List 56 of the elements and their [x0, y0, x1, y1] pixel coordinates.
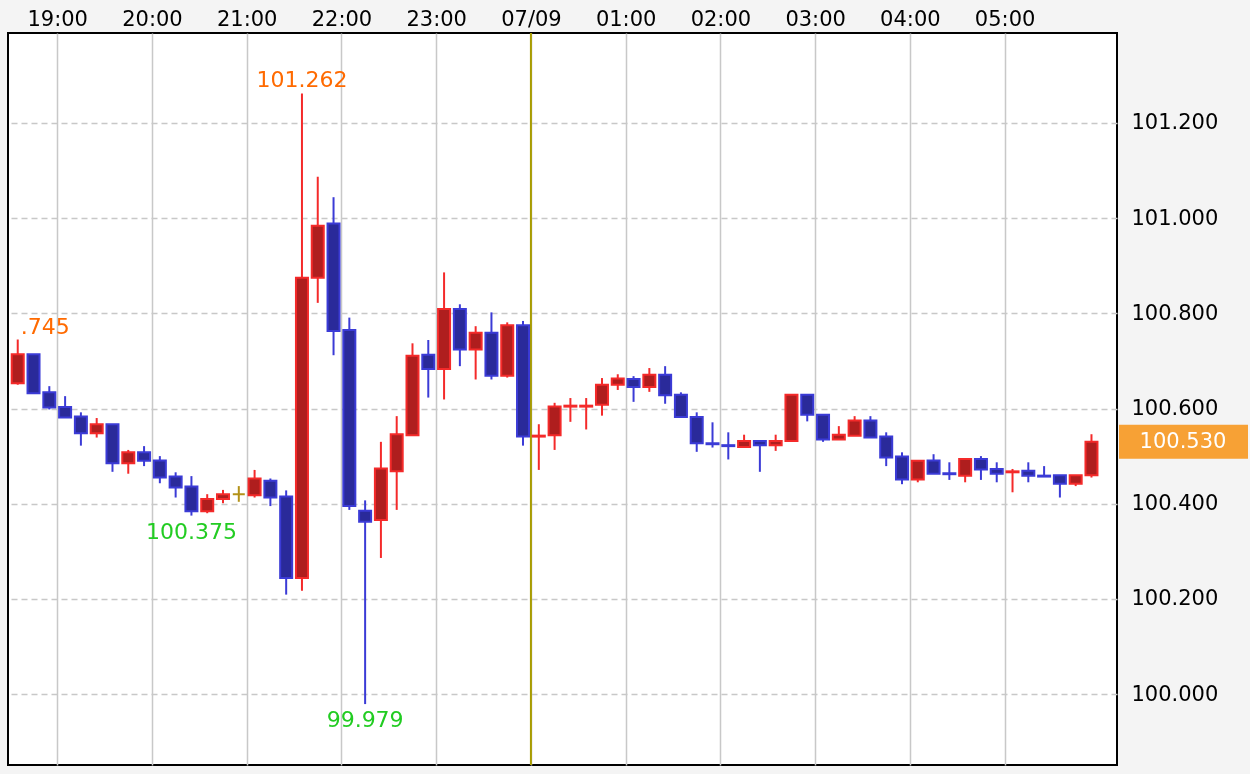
candlestick — [468, 325, 483, 381]
candlestick — [626, 375, 641, 403]
candlestick — [1005, 467, 1020, 494]
x-tick-label: 23:00 — [406, 6, 467, 31]
x-tick-label: 02:00 — [690, 6, 752, 31]
y-tick-label: 100.600 — [1131, 396, 1219, 421]
candlestick — [579, 397, 594, 431]
candlestick — [863, 415, 878, 439]
x-tick-label: 22:00 — [311, 6, 373, 31]
candlestick — [594, 377, 609, 417]
candlestick — [800, 393, 815, 423]
x-tick-label: 04:00 — [880, 6, 941, 31]
candlestick — [1021, 461, 1036, 484]
y-tick-label: 100.000 — [1131, 681, 1219, 706]
x-tick-label: 19:00 — [27, 6, 88, 31]
candlestick — [847, 415, 862, 437]
candlestick — [531, 423, 546, 471]
candlestick — [358, 499, 373, 706]
annotation: 101.262 — [256, 67, 348, 93]
candlestick — [73, 411, 88, 447]
candlestick — [973, 455, 988, 481]
candlestick — [894, 451, 909, 486]
candlestick — [152, 455, 167, 485]
candlestick — [247, 468, 262, 499]
candlestick — [121, 448, 136, 475]
candlestick — [421, 338, 436, 399]
candlestick — [910, 459, 925, 484]
x-tick-label: 20:00 — [122, 6, 183, 31]
x-tick-label: 07/09 — [501, 6, 562, 31]
candlestick — [879, 431, 894, 468]
annotation: 100.375 — [145, 518, 237, 544]
candlestick — [1052, 474, 1067, 499]
x-tick-label: 05:00 — [974, 6, 1036, 31]
x-tick-label: 21:00 — [216, 6, 278, 31]
candlestick — [58, 395, 73, 419]
y-tick-label: 101.200 — [1131, 110, 1219, 135]
candlestick — [642, 367, 657, 393]
y-tick-label: 100.200 — [1131, 586, 1219, 611]
candlestick — [89, 417, 104, 439]
annotation: .745 — [20, 313, 70, 339]
annotation: 100.530 — [1139, 428, 1227, 453]
candlestick — [231, 485, 246, 503]
candlestick — [673, 391, 688, 419]
candlestick — [263, 477, 278, 508]
x-tick-label: 01:00 — [595, 6, 657, 31]
candlestick — [658, 365, 673, 405]
y-tick-label: 101.000 — [1131, 205, 1219, 230]
x-tick-label: 03:00 — [785, 6, 846, 31]
y-tick-label: 100.400 — [1131, 491, 1219, 516]
candlestick — [200, 493, 215, 515]
candlestick — [137, 445, 152, 468]
annotation: 99.979 — [326, 707, 404, 733]
candlestick — [989, 461, 1004, 484]
candlestick — [752, 439, 767, 473]
y-tick-label: 100.800 — [1131, 300, 1219, 325]
candlestick — [958, 457, 973, 484]
